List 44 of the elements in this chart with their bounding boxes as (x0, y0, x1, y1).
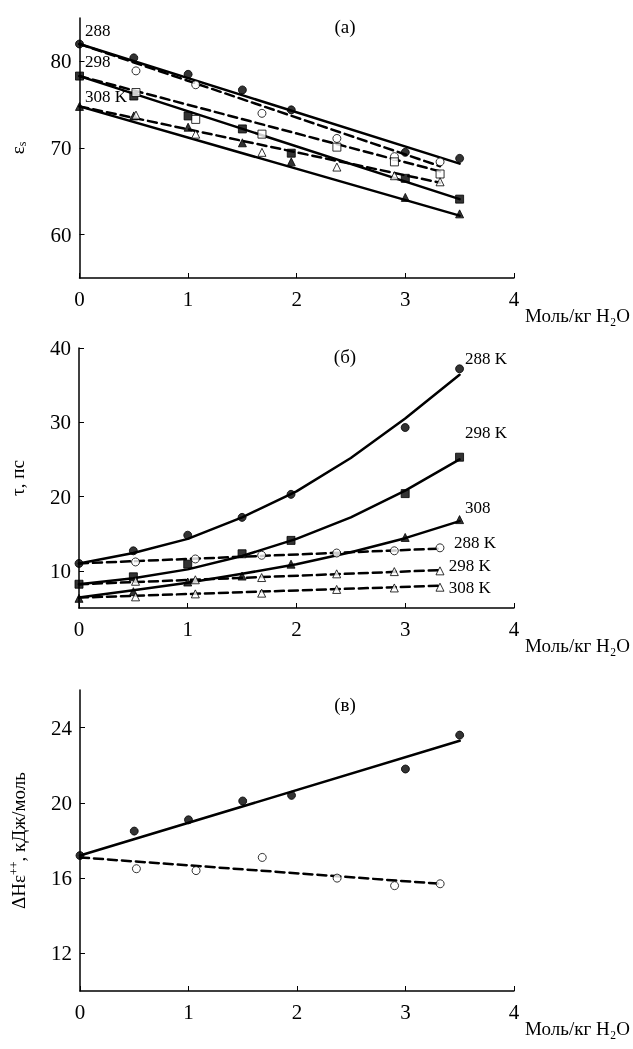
x-tick-label: 2 (291, 616, 302, 641)
y-axis-title: τ, пс (7, 460, 28, 496)
chart-title: (в) (334, 694, 356, 716)
y-tick-label: 24 (51, 715, 73, 740)
y-tick-label: 30 (50, 410, 71, 435)
x-axis-title: Моль/кг H₂O (525, 305, 630, 326)
x-tick-label: 4 (508, 616, 520, 641)
y-tick-label: 20 (50, 484, 71, 509)
annotation: 298 K (448, 556, 492, 576)
y-tick-label: 40 (50, 336, 71, 360)
x-tick-label: 3 (400, 286, 411, 311)
y-tick-label: 10 (50, 558, 71, 583)
x-tick-label: 1 (183, 999, 194, 1024)
x-axis-title: Моль/кг H₂O (525, 1018, 630, 1039)
y-tick-label: 60 (50, 222, 72, 247)
annotation: 298 (84, 51, 111, 71)
annotation: 288 K (454, 533, 497, 553)
x-tick-label: 1 (182, 286, 194, 311)
x-tick-label: 4 (508, 286, 520, 311)
chart-title: (б) (333, 346, 357, 368)
y-tick-label: 16 (51, 866, 72, 891)
annotation: 308 K (84, 86, 128, 106)
x-tick-label: 1 (182, 616, 193, 641)
y-tick-label: 70 (50, 136, 72, 160)
x-tick-label: 2 (291, 286, 302, 311)
x-tick-label: 3 (400, 999, 411, 1024)
x-tick-label: 0 (74, 286, 85, 311)
annotation: 308 K (448, 577, 492, 597)
y-tick-label: 20 (51, 790, 72, 815)
x-tick-label: 2 (291, 999, 303, 1024)
x-tick-label: 0 (74, 999, 86, 1024)
y-tick-label: 80 (50, 49, 72, 74)
chart-title: (a) (334, 16, 356, 38)
annotation: 288 K (464, 348, 508, 368)
x-tick-label: 0 (73, 616, 85, 641)
annotation: 308 (464, 498, 491, 518)
annotation: 298 K (464, 423, 508, 443)
y-axis-title: ΔHε++, кДж/моль (7, 771, 29, 909)
x-axis-title: Моль/кг H₂O (525, 635, 630, 656)
y-tick-label: 12 (51, 941, 72, 966)
x-tick-label: 3 (399, 616, 411, 641)
annotation: 288 (84, 20, 111, 40)
x-tick-label: 4 (508, 999, 520, 1024)
y-axis-title: εs (7, 141, 29, 155)
